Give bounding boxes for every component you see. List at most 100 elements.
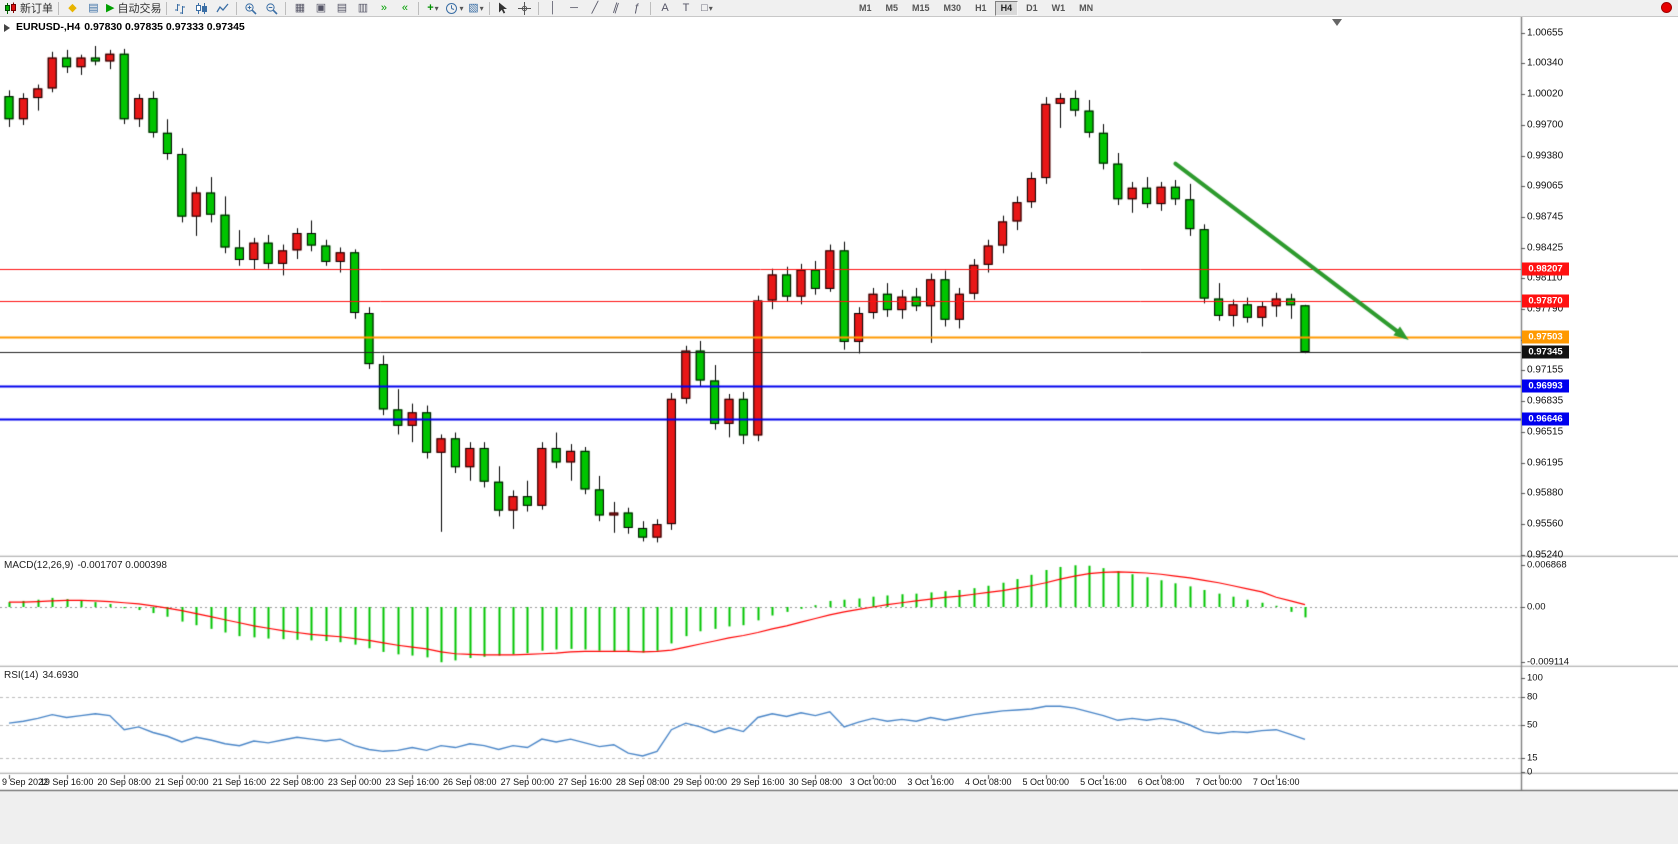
price-axis-label[interactable]: 0.99700 [1527, 119, 1564, 131]
auto-scroll-icon: » [380, 1, 388, 14]
time-axis-label[interactable]: 9 Sep 2022 [2, 777, 49, 787]
candlestick-chart-button[interactable] [191, 1, 212, 16]
timeframe-mn-button[interactable]: MN [1079, 3, 1094, 13]
timeframe-m1-button[interactable]: M1 [859, 3, 872, 13]
toolbar-separator [650, 1, 652, 15]
price-axis-label[interactable]: 1.00020 [1527, 88, 1564, 100]
bar-chart-button[interactable] [170, 1, 191, 16]
price-axis-label[interactable]: 0.95240 [1527, 549, 1564, 561]
price-axis-label[interactable]: 0.96515 [1527, 426, 1564, 438]
zoom-out-button[interactable] [261, 1, 282, 16]
time-axis-label[interactable]: 20 Sep 08:00 [97, 777, 151, 787]
zoom-in-button[interactable] [240, 1, 261, 16]
timeframe-d1-button[interactable]: D1 [1026, 3, 1038, 13]
add-indicator-icon: + [427, 1, 434, 14]
time-axis-label[interactable]: 27 Sep 00:00 [500, 777, 555, 787]
metaeditor-icon: ◆ [68, 1, 77, 14]
price-axis-label[interactable]: 0.99065 [1527, 180, 1564, 192]
price-axis-label[interactable]: 0.97155 [1527, 364, 1564, 376]
rsi-value: 34.6930 [42, 670, 79, 681]
time-axis-label[interactable]: 23 Sep 16:00 [385, 777, 439, 787]
tile-windows-button[interactable]: ▦ [289, 1, 310, 16]
periods-button[interactable]: ▾ [443, 1, 465, 16]
time-axis-label[interactable]: 23 Sep 00:00 [327, 777, 382, 787]
time-axis-label[interactable]: 3 Oct 00:00 [849, 777, 897, 787]
time-axis-label[interactable]: 22 Sep 08:00 [270, 777, 324, 787]
metaeditor-button[interactable]: ◆ [62, 1, 83, 16]
new-order-label: 新订单 [20, 3, 53, 15]
price-axis-label[interactable]: 0.98110 [1527, 272, 1563, 284]
time-axis-label[interactable]: 4 Oct 08:00 [964, 777, 1012, 787]
new-order-button[interactable]: 新订单 [2, 1, 55, 16]
tile-vertically-button[interactable]: ▥ [352, 1, 373, 16]
horizontal-line-tool-button[interactable]: ─ [563, 1, 584, 16]
fibonacci-tool-button[interactable]: ƒ [626, 1, 647, 16]
time-axis-label[interactable]: 28 Sep 08:00 [615, 777, 670, 787]
price-axis-label[interactable]: 0.98745 [1527, 211, 1564, 223]
time-axis-label[interactable]: 26 Sep 08:00 [443, 777, 497, 787]
label-tool-button[interactable]: T [675, 1, 696, 16]
chevron-down-icon: ▾ [459, 3, 464, 13]
text-tool-icon: A [661, 1, 669, 14]
time-axis-label[interactable]: 7 Oct 00:00 [1195, 777, 1242, 787]
channel-tool-button[interactable]: ∥ [605, 1, 626, 16]
macd-values: -0.001707 0.000398 [77, 560, 167, 571]
time-axis-label[interactable]: 5 Oct 16:00 [1080, 777, 1127, 787]
text-tool-button[interactable]: A [654, 1, 675, 16]
time-axis-label[interactable]: 19 Sep 16:00 [39, 777, 94, 787]
timeframe-h4-button[interactable]: H4 [994, 1, 1019, 16]
toolbar-separator [285, 1, 287, 15]
market-watch-button[interactable]: ▤ [83, 1, 104, 16]
horizontal-line-icon: ─ [570, 1, 578, 14]
price-chart-canvas[interactable] [0, 17, 1678, 791]
auto-scroll-button[interactable]: » [373, 1, 394, 16]
crosshair-button[interactable] [514, 1, 535, 16]
timeframe-toolbar: M1 M5 M15 M30 H1 H4 D1 W1 MN [853, 1, 1099, 16]
time-axis-label[interactable]: 7 Oct 16:00 [1252, 777, 1300, 787]
cursor-button[interactable] [493, 1, 514, 16]
chart-shift-button[interactable]: « [394, 1, 415, 16]
price-axis-label[interactable]: 0.96195 [1527, 457, 1564, 469]
price-axis-label[interactable]: 0.97790 [1527, 303, 1564, 315]
price-axis-label[interactable]: 0.95560 [1527, 518, 1564, 530]
cascade-windows-button[interactable]: ▣ [310, 1, 331, 16]
cursor-icon [499, 2, 508, 13]
tile-horizontally-button[interactable]: ▤ [331, 1, 352, 16]
price-axis-label[interactable]: 0.98425 [1527, 242, 1564, 254]
add-indicator-button[interactable]: + ▾ [422, 1, 443, 16]
price-axis-label[interactable]: 0.96835 [1527, 395, 1564, 407]
timeframe-m5-button[interactable]: M5 [885, 3, 899, 13]
timeframe-m15-button[interactable]: M15 [912, 3, 930, 13]
time-axis-label[interactable]: 5 Oct 00:00 [1022, 777, 1070, 787]
time-axis-label[interactable]: 21 Sep 16:00 [212, 777, 267, 787]
trendline-tool-button[interactable]: ╱ [584, 1, 605, 16]
toolbar-separator [538, 1, 540, 15]
time-axis-label[interactable]: 6 Oct 08:00 [1137, 777, 1185, 787]
zoom-in-icon [245, 2, 258, 15]
macd-axis-label: 0.006868 [1527, 559, 1567, 571]
templates-button[interactable]: ▧ ▾ [465, 1, 486, 16]
time-axis-label[interactable]: 29 Sep 16:00 [731, 777, 785, 787]
time-axis-label[interactable]: 30 Sep 08:00 [788, 777, 843, 787]
price-axis-label[interactable]: 1.00340 [1527, 57, 1564, 69]
vertical-line-tool-button[interactable]: │ [542, 1, 563, 16]
zoom-out-icon [266, 2, 279, 15]
price-axis-label[interactable]: 0.99380 [1527, 150, 1564, 162]
autotrading-button[interactable]: ▶ 自动交易 [104, 1, 163, 16]
timeframe-w1-button[interactable]: W1 [1051, 3, 1066, 13]
one-click-trading-toggle[interactable] [4, 24, 10, 32]
price-axis-label[interactable]: 0.95880 [1527, 487, 1564, 499]
time-axis-label[interactable]: 29 Sep 00:00 [673, 777, 727, 787]
time-axis-label[interactable]: 21 Sep 00:00 [155, 777, 209, 787]
price-tag: 0.97870 [1522, 294, 1569, 308]
rsi-name: RSI(14) [4, 670, 39, 681]
price-axis-label[interactable]: 1.00655 [1527, 27, 1564, 39]
price-tag: 0.96993 [1522, 379, 1569, 393]
timeframe-h1-button[interactable]: H1 [975, 3, 987, 13]
line-chart-button[interactable] [212, 1, 233, 16]
shapes-button[interactable]: □ ▾ [696, 1, 717, 16]
time-axis-label[interactable]: 27 Sep 16:00 [558, 777, 612, 787]
timeframe-m30-button[interactable]: M30 [943, 3, 962, 13]
clock-icon [446, 2, 458, 14]
time-axis-label[interactable]: 3 Oct 16:00 [907, 777, 954, 787]
